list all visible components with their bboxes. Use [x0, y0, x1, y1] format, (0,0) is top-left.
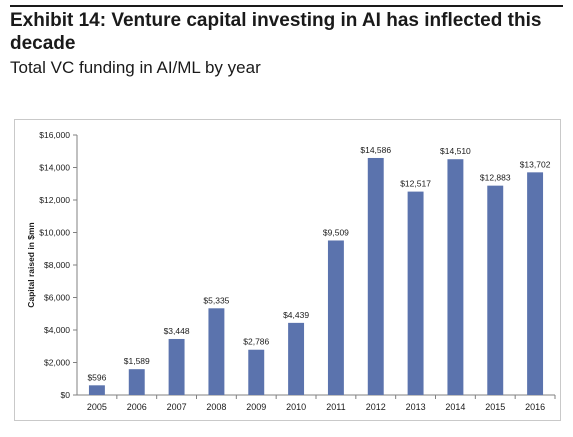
bar-chart: $0 $2,000 $4,000 $6,000 $8,000 $10,000 $12,000… [26, 130, 556, 412]
bar [367, 157, 384, 395]
x-tick-label: 2007 [167, 402, 187, 412]
y-tick-label: $4,000 [44, 325, 70, 335]
bar-value-label: $2,786 [243, 337, 269, 347]
x-tick-label: 2011 [326, 402, 345, 412]
bar [487, 185, 504, 395]
x-tick-label: 2005 [87, 402, 107, 412]
y-tick-label: $2,000 [44, 358, 70, 368]
bar-value-label: $14,510 [440, 146, 471, 156]
x-tick-label: 2009 [246, 402, 266, 412]
y-tick-label: $16,000 [39, 130, 70, 140]
x-tick-label: 2006 [127, 402, 147, 412]
bar-value-label: $5,335 [203, 295, 229, 305]
y-tick-label: $0 [61, 390, 71, 400]
bar-value-label: $13,702 [520, 159, 551, 169]
x-tick-label: 2015 [485, 402, 505, 412]
chart-frame: $0 $2,000 $4,000 $6,000 $8,000 $10,000 $12,000… [14, 119, 561, 421]
x-tick-label: 2012 [366, 402, 386, 412]
bar [128, 369, 145, 395]
x-tick-label: 2014 [445, 402, 465, 412]
bar [288, 322, 305, 395]
bar-value-label: $3,448 [164, 326, 190, 336]
bar-value-label: $596 [87, 372, 106, 382]
x-tick-label: 2008 [206, 402, 226, 412]
bar [447, 159, 464, 395]
bar [168, 338, 185, 395]
bar-value-label: $12,517 [400, 179, 431, 189]
bar [327, 240, 344, 395]
chart-title: Exhibit 14: Venture capital investing in… [10, 10, 542, 54]
bar [208, 308, 225, 395]
chart-subtitle: Total VC funding in AI/ML by year [10, 58, 261, 77]
y-tick-label: $12,000 [39, 195, 70, 205]
bar-value-label: $4,439 [283, 310, 309, 320]
y-tick-label: $14,000 [39, 163, 70, 173]
bar-value-label: $14,586 [360, 145, 391, 155]
x-tick-label: 2016 [525, 402, 545, 412]
x-tick-label: 2013 [406, 402, 426, 412]
title-rule [10, 5, 563, 7]
bar [407, 191, 424, 395]
y-tick-label: $10,000 [39, 228, 70, 238]
bar-value-label: $12,883 [480, 173, 511, 183]
bar-value-label: $1,589 [124, 356, 150, 366]
bar-value-label: $9,509 [323, 227, 349, 237]
y-axis-title: Capital raised in $mn [26, 222, 36, 308]
bar [88, 385, 105, 395]
x-tick-label: 2010 [286, 402, 306, 412]
bar [527, 172, 544, 395]
y-tick-label: $6,000 [44, 293, 70, 303]
y-tick-label: $8,000 [44, 260, 70, 270]
bar [248, 349, 265, 395]
